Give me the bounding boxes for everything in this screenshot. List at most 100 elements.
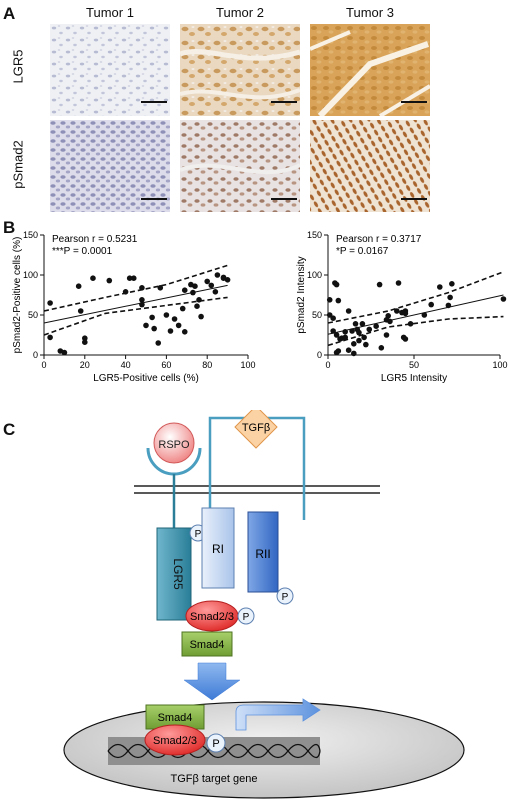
smad23-nuclear-label: Smad2/3 <box>153 735 197 747</box>
smad23-nuclear <box>144 724 206 756</box>
data-point <box>373 323 379 329</box>
data-point <box>335 297 342 304</box>
data-point <box>61 349 68 356</box>
data-point <box>402 310 409 317</box>
phospho-lgr5: P <box>195 529 202 540</box>
scale-bar <box>271 198 297 200</box>
data-point <box>449 281 455 287</box>
y-axis-label: pSmad2 Intensity <box>296 256 307 333</box>
scale-bar <box>271 101 297 103</box>
data-point <box>196 297 202 303</box>
data-point <box>149 314 155 321</box>
data-point <box>352 321 359 327</box>
data-point <box>363 341 369 348</box>
data-point <box>130 275 137 281</box>
scatter-plot-percent-positive: 0 50 100 150 0 20 40 60 80 100 LGR5-Positive cells… <box>12 230 256 384</box>
data-point <box>198 313 204 320</box>
p-value-annotation: ***P = 0.0001 <box>52 246 113 257</box>
data-point <box>356 337 362 344</box>
data-point <box>383 332 390 338</box>
x-axis-label: LGR5-Positive cells (%) <box>93 373 199 384</box>
data-point <box>345 347 352 353</box>
data-point <box>194 303 200 309</box>
tgfb-signaling-diagram: RSPO LGR5 P TGFβ RI RII P Smad2/3 P Smad… <box>63 410 465 799</box>
column-heading-tumor-3: Tumor 3 <box>346 5 394 20</box>
data-point <box>151 325 157 332</box>
tgfb-label: TGFβ <box>242 422 270 434</box>
data-point <box>366 326 373 333</box>
panel-b-label: B <box>3 218 16 237</box>
data-point <box>326 297 333 303</box>
confidence-band-upper <box>327 271 504 324</box>
cell-membrane <box>134 485 380 494</box>
data-point <box>167 328 174 334</box>
data-point <box>385 313 391 319</box>
micrograph-lgr5-tumor-1 <box>50 24 170 116</box>
down-arrow-icon <box>183 662 241 701</box>
panel-a-label: A <box>3 4 16 23</box>
smad4-nuclear-label: Smad4 <box>158 712 193 724</box>
data-point <box>345 308 352 314</box>
data-point <box>387 318 393 325</box>
data-point <box>181 329 188 335</box>
y-tick-label: 100 <box>307 270 322 280</box>
scatter-plot-intensity: 0 50 100 150 0 50 100 LGR5 Intensity pSmad2 Inte… <box>296 230 508 384</box>
data-point <box>106 277 113 284</box>
smad4-cytoplasm <box>181 631 233 657</box>
x-tick-label: 40 <box>121 360 131 370</box>
data-point <box>333 281 340 288</box>
y-tick-label: 50 <box>312 310 322 320</box>
data-point <box>179 305 186 312</box>
y-tick-label: 100 <box>23 270 38 280</box>
scale-bar <box>401 198 427 200</box>
data-point <box>361 334 367 341</box>
x-axis-label: LGR5 Intensity <box>381 373 447 384</box>
x-tick-label: 100 <box>240 360 255 370</box>
data-point <box>330 315 336 321</box>
data-point <box>333 332 340 338</box>
panel-c-label: C <box>3 420 16 439</box>
micrograph-psmad2-tumor-2 <box>180 120 300 212</box>
data-point <box>330 328 336 334</box>
data-point <box>192 283 198 289</box>
data-point <box>351 341 357 347</box>
y-tick-label: 0 <box>317 350 322 360</box>
scale-bar <box>141 198 167 200</box>
pearson-annotation: Pearson r = 0.5231 <box>52 234 138 245</box>
data-point <box>126 275 133 281</box>
confidence-band-lower <box>43 296 228 336</box>
data-point <box>376 281 383 288</box>
data-point <box>122 289 129 295</box>
target-gene-label: TGFβ target gene <box>170 773 257 785</box>
ri-label: RI <box>212 542 224 556</box>
scale-bar <box>401 101 427 103</box>
data-point <box>447 294 453 301</box>
data-point <box>139 297 145 303</box>
data-point <box>75 283 82 289</box>
x-tick-label: 100 <box>492 360 507 370</box>
data-point <box>437 284 443 290</box>
smad23-label: Smad2/3 <box>190 611 234 623</box>
transcription-arrow-icon <box>235 698 321 731</box>
data-point <box>378 345 385 351</box>
data-point <box>47 300 53 306</box>
data-point <box>351 350 357 357</box>
phospho-rii: P <box>282 592 289 603</box>
micrograph-psmad2-tumor-3 <box>310 120 430 212</box>
row-label-lgr5: LGR5 <box>10 49 26 84</box>
x-tick-label: 0 <box>325 360 330 370</box>
rspo-ligand <box>153 422 195 464</box>
x-tick-label: 50 <box>409 360 419 370</box>
p-value-annotation: *P = 0.0167 <box>336 246 389 257</box>
data-point <box>175 322 182 329</box>
data-point <box>500 296 507 302</box>
x-tick-label: 0 <box>41 360 46 370</box>
data-point <box>335 348 342 354</box>
x-tick-label: 60 <box>161 360 171 370</box>
data-point <box>224 277 231 283</box>
lgr5-label: LGR5 <box>171 558 185 590</box>
ri-extracellular <box>208 416 258 520</box>
data-point <box>90 275 96 281</box>
column-heading-tumor-1: Tumor 1 <box>86 5 134 20</box>
data-point <box>139 301 145 308</box>
